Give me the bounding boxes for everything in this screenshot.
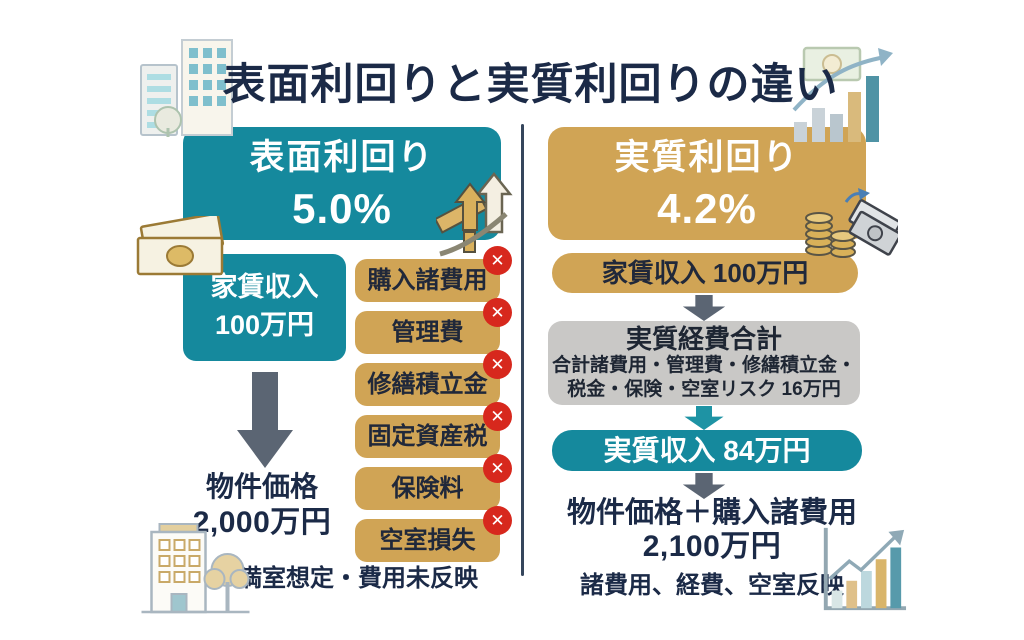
expense-pill-purchase-costs: 購入諸費用 ✕ bbox=[355, 246, 512, 302]
expense-label: 管理費 bbox=[391, 319, 464, 346]
excluded-x-icon: ✕ bbox=[483, 506, 512, 535]
coins-cash-icon bbox=[805, 188, 898, 258]
excluded-x-icon: ✕ bbox=[483, 402, 512, 431]
rent-income-label: 家賃収入 bbox=[210, 272, 319, 302]
real-yield-label: 実質利回り bbox=[614, 138, 800, 177]
expense-pill-property-tax: 固定資産税 ✕ bbox=[355, 402, 512, 458]
down-arrow-icon bbox=[682, 295, 726, 321]
surface-footnote: 満室想定・費用未反映 bbox=[238, 565, 478, 592]
surface-yield-rate: 5.0% bbox=[292, 185, 392, 232]
expense-summary-title: 実質経費合計 bbox=[625, 324, 782, 354]
surface-yield-label: 表面利回り bbox=[249, 138, 435, 177]
money-growth-icon bbox=[792, 46, 893, 142]
bar-chart-icon bbox=[823, 527, 907, 611]
excluded-x-icon: ✕ bbox=[483, 298, 512, 327]
expense-pill-insurance: 保険料 ✕ bbox=[355, 454, 512, 510]
real-price-value: 2,100万円 bbox=[642, 530, 782, 563]
expense-label: 空室損失 bbox=[379, 527, 476, 554]
property-price-value: 2,000万円 bbox=[192, 506, 332, 539]
excluded-x-icon: ✕ bbox=[483, 350, 512, 379]
real-property-price: 物件価格＋購入諸費用 2,100万円 bbox=[552, 497, 872, 564]
real-net-income-pill: 実質収入 84万円 bbox=[552, 430, 862, 471]
down-arrow-icon bbox=[237, 372, 293, 468]
rent-income-value: 100万円 bbox=[214, 310, 315, 340]
buildings-icon bbox=[140, 39, 233, 137]
expense-label: 保険料 bbox=[391, 475, 464, 502]
expense-summary-line1: 合計諸費用・管理費・修繕積立金・ bbox=[551, 355, 856, 376]
banknote-icon bbox=[136, 216, 225, 276]
real-footnote: 諸費用、経費、空室反映 bbox=[580, 572, 844, 599]
real-expense-summary-box: 実質経費合計 合計諸費用・管理費・修繕積立金・ 税金・保険・空室リスク 16万円 bbox=[548, 321, 860, 405]
excluded-x-icon: ✕ bbox=[483, 454, 512, 483]
expense-label: 固定資産税 bbox=[367, 423, 488, 450]
real-rent-income-pill: 家賃収入 100万円 bbox=[552, 253, 858, 293]
page-title: 表面利回りと実質利回りの違い bbox=[222, 61, 839, 109]
expense-label: 購入諸費用 bbox=[367, 267, 488, 294]
expense-summary-line2: 税金・保険・空室リスク 16万円 bbox=[567, 379, 841, 400]
excluded-x-icon: ✕ bbox=[483, 246, 512, 275]
growth-arrows-icon bbox=[436, 171, 513, 257]
real-yield-rate: 4.2% bbox=[657, 185, 757, 232]
expense-pill-repair-reserve: 修繕積立金 ✕ bbox=[355, 350, 512, 406]
expense-label: 修繕積立金 bbox=[367, 371, 488, 398]
building-tree-icon bbox=[141, 523, 250, 614]
surface-property-price: 物件価格 2,000万円 bbox=[157, 470, 367, 542]
real-price-label: 物件価格＋購入諸費用 bbox=[566, 497, 857, 529]
expense-pill-vacancy-loss: 空室損失 ✕ bbox=[355, 506, 512, 562]
expense-pill-management-fee: 管理費 ✕ bbox=[355, 298, 512, 354]
down-arrow-icon bbox=[682, 473, 726, 499]
center-divider bbox=[521, 124, 524, 576]
down-arrow-icon bbox=[684, 406, 724, 430]
property-price-label: 物件価格 bbox=[205, 471, 318, 502]
surface-yield-header: 表面利回り 5.0% bbox=[183, 127, 501, 240]
